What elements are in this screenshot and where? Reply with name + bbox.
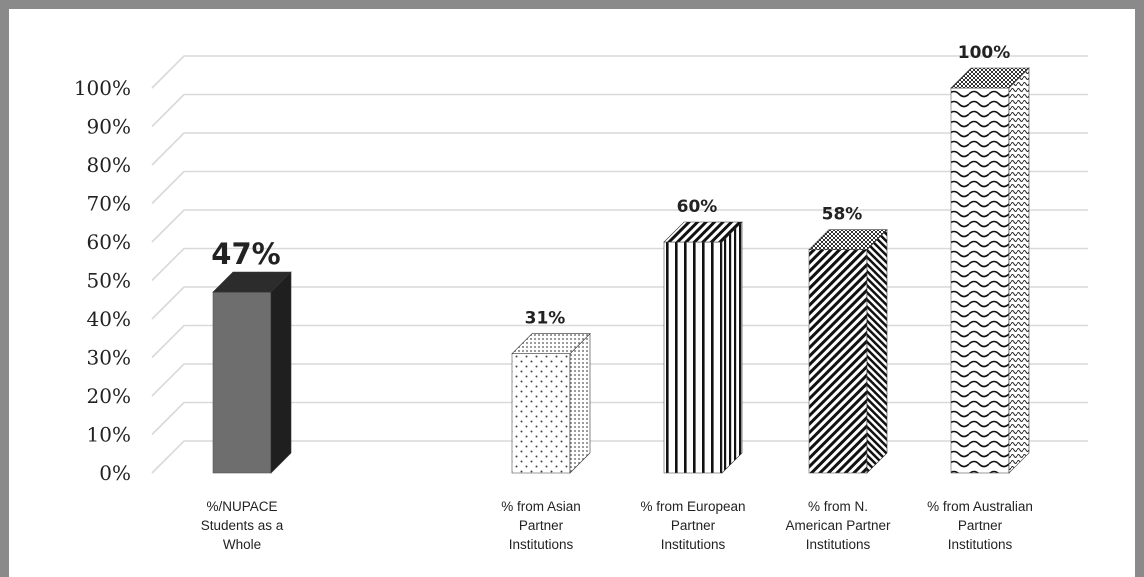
- data-label: 100%: [958, 43, 1011, 63]
- bar-front: [663, 241, 723, 474]
- bar-top: [212, 271, 292, 293]
- y-tick-label: 30%: [87, 346, 131, 370]
- y-tick-label: 20%: [87, 384, 131, 408]
- gridline: [151, 363, 1088, 397]
- bar-front: [808, 249, 868, 474]
- data-label: 31%: [525, 309, 566, 329]
- gridline: [151, 132, 1088, 166]
- y-axis-ticks: 0% 10% 20% 30% 40% 50% 60% 70% 80% 90% 100%: [74, 76, 131, 485]
- category-label: % from N. American Partner Institutions: [785, 499, 891, 552]
- bar-side: [270, 271, 292, 474]
- gridline: [151, 93, 1088, 128]
- bar-top: [511, 333, 591, 354]
- y-tick-label: 100%: [74, 76, 131, 100]
- bars: [212, 67, 1030, 474]
- gridlines: [151, 55, 1088, 474]
- gridline: [151, 170, 1088, 205]
- y-tick-label: 70%: [87, 192, 131, 216]
- bar-top: [950, 67, 1030, 89]
- bar-chart: 0% 10% 20% 30% 40% 50% 60% 70% 80% 90% 100% 47% 31%…: [74, 43, 1088, 552]
- bar-front: [950, 87, 1010, 474]
- bar: [212, 271, 292, 474]
- data-labels: 47% 31% 60% 58% 100%: [211, 43, 1010, 329]
- bar-side: [569, 332, 591, 474]
- data-label: 58%: [822, 205, 863, 225]
- y-tick-label: 90%: [87, 115, 131, 139]
- y-tick-label: 10%: [87, 423, 131, 447]
- bar-top: [663, 221, 743, 243]
- data-label: 60%: [677, 197, 718, 217]
- bar-side: [866, 228, 888, 474]
- bar-top: [808, 229, 888, 250]
- category-label: % from Asian Partner Institutions: [501, 499, 581, 552]
- gridline: [151, 247, 1088, 282]
- data-label: 47%: [211, 237, 280, 271]
- category-labels: %/NUPACE Students as a Whole % from Asian Pa…: [201, 499, 1033, 552]
- category-label: %/NUPACE Students as a Whole: [201, 499, 284, 552]
- bar-side: [721, 221, 743, 474]
- category-label: % from European Partner Institutions: [640, 499, 745, 552]
- bar-front: [511, 353, 571, 474]
- gridline: [151, 401, 1088, 436]
- gridline: [151, 324, 1088, 359]
- y-tick-label: 80%: [87, 153, 131, 177]
- bar-front: [212, 291, 272, 474]
- bar: [511, 332, 591, 474]
- bar: [808, 228, 888, 474]
- gridline: [151, 209, 1088, 243]
- bar: [663, 221, 743, 474]
- y-tick-label: 40%: [87, 307, 131, 331]
- y-tick-label: 0%: [99, 461, 131, 485]
- y-tick-label: 60%: [87, 230, 131, 254]
- gridline: [151, 286, 1088, 320]
- bar-side: [1008, 67, 1030, 474]
- category-label: % from Australian Partner Institutions: [927, 499, 1033, 552]
- gridline: [151, 440, 1088, 474]
- y-tick-label: 50%: [87, 269, 131, 293]
- bar: [950, 67, 1030, 474]
- gridline: [151, 55, 1088, 89]
